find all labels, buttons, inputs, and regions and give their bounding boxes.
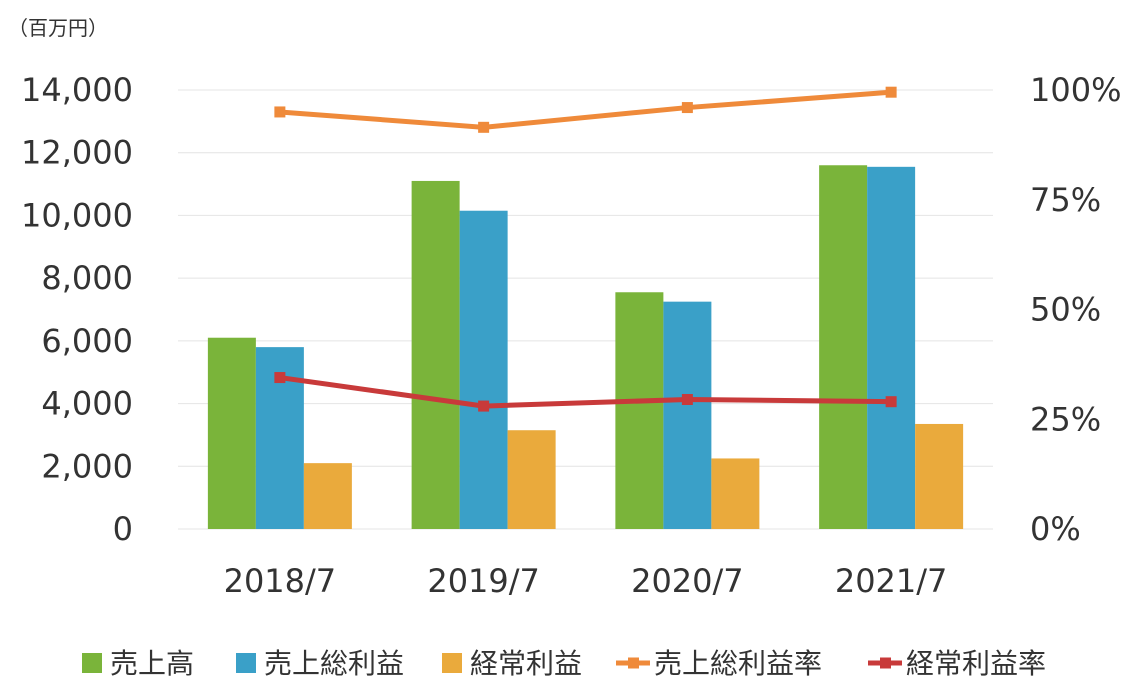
bar: [867, 166, 916, 529]
series-line: [279, 375, 892, 409]
legend-swatch: [82, 653, 102, 673]
y-tick-label: 12,000: [21, 134, 133, 172]
y-tick-label: 2,000: [41, 447, 133, 485]
legend-label: 売上総利益率: [654, 647, 822, 680]
bar: [663, 301, 712, 529]
bar: [303, 463, 352, 529]
bar: [915, 423, 964, 529]
lines: [274, 86, 897, 412]
legend-label: 経常利益率: [906, 647, 1046, 680]
x-axis-ticks: 2018/7 2019/7 2020/7 2021/7: [224, 562, 948, 600]
unit-label: （百万円）: [8, 16, 108, 40]
line-point: [681, 102, 693, 114]
bar: [411, 180, 460, 529]
line-point: [274, 372, 286, 384]
bar: [615, 292, 664, 529]
y2-tick-label: 100%: [1030, 71, 1121, 109]
bar: [459, 210, 508, 529]
y-tick-label: 4,000: [41, 385, 133, 423]
bar: [819, 165, 868, 529]
line-point: [885, 396, 897, 408]
x-tick-label: 2021/7: [835, 562, 948, 600]
y2-tick-label: 0%: [1030, 510, 1081, 548]
x-tick-label: 2019/7: [427, 562, 540, 600]
legend: 売上高 売上総利益 経常利益 売上総利益率 経常利益率: [82, 647, 1046, 680]
legend-marker: [880, 657, 891, 669]
y2-tick-label: 75%: [1030, 181, 1101, 219]
x-tick-label: 2020/7: [631, 562, 744, 600]
bar: [207, 337, 256, 529]
y2-axis-ticks: 0% 25% 50% 75% 100%: [1030, 71, 1121, 548]
legend-marker: [628, 657, 639, 669]
y-tick-label: 8,000: [41, 259, 133, 297]
series-line: [279, 89, 892, 130]
y-tick-label: 6,000: [41, 322, 133, 360]
legend-swatch: [442, 653, 462, 673]
legend-label: 経常利益: [470, 647, 582, 680]
line-point: [478, 400, 490, 412]
legend-label: 売上高: [110, 647, 194, 680]
line-point: [478, 121, 490, 133]
legend-label: 売上総利益: [264, 647, 404, 680]
bar: [711, 458, 760, 529]
x-tick-label: 2018/7: [224, 562, 337, 600]
y-tick-label: 0: [113, 510, 133, 548]
y2-tick-label: 50%: [1030, 291, 1101, 329]
y-axis-ticks: 0 2,000 4,000 6,000 8,000 10,000 12,000 14,000: [21, 71, 133, 548]
line-point: [885, 86, 897, 98]
line-point: [274, 106, 286, 118]
line-point: [681, 393, 693, 405]
bars: [207, 165, 964, 529]
y2-tick-label: 25%: [1030, 400, 1101, 438]
y-tick-label: 10,000: [21, 196, 133, 234]
legend-swatch: [236, 653, 256, 673]
bar: [507, 430, 556, 529]
y-tick-label: 14,000: [21, 71, 133, 109]
